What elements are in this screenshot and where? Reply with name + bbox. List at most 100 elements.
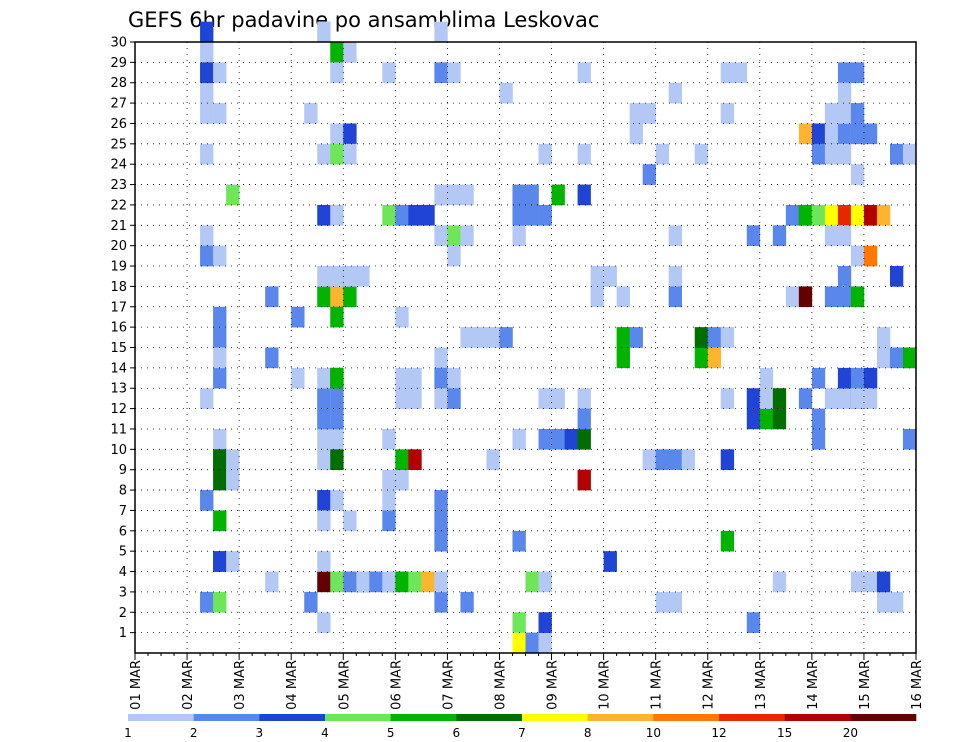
heatmap-cell <box>577 408 591 430</box>
y-tick-label: 24 <box>110 158 127 173</box>
heatmap-cell <box>330 266 344 287</box>
heatmap-cell <box>538 612 552 633</box>
heatmap-cell <box>824 123 839 145</box>
heatmap-cell <box>538 388 552 409</box>
x-axis: 01 MAR 02 MAR 03 MAR 04 MAR 05 MAR 06 MAR 07 M… <box>129 653 925 710</box>
heatmap-cell <box>317 204 331 226</box>
y-tick-label: 14 <box>110 361 127 376</box>
heatmap-cell <box>382 571 396 593</box>
heatmap-cell <box>655 591 669 613</box>
heatmap-cell <box>902 347 917 369</box>
heatmap-cell <box>330 306 344 328</box>
x-tick-label: 13 MAR <box>754 660 769 710</box>
heatmap-cell <box>863 571 878 593</box>
heatmap-cell <box>421 204 435 226</box>
heatmap-cell <box>213 347 227 369</box>
x-tick-label: 15 MAR <box>858 660 873 710</box>
y-tick-label: 30 <box>110 36 127 51</box>
heatmap-cell <box>213 510 227 532</box>
heatmap-cell <box>382 428 396 450</box>
heatmap-cell <box>850 164 865 185</box>
heatmap-cell <box>460 327 474 348</box>
x-tick-label: 04 MAR <box>285 660 300 710</box>
heatmap-cell <box>382 62 396 84</box>
heatmap-cell <box>850 388 865 409</box>
y-tick-label: 12 <box>110 402 127 417</box>
heatmap-cell <box>265 571 279 593</box>
legend-label: 8 <box>584 726 592 740</box>
heatmap-cell <box>850 62 865 84</box>
heatmap-cell <box>356 571 370 593</box>
y-axis: 1234567891011121314151617181920212223242… <box>110 36 135 641</box>
legend-swatch <box>128 714 194 721</box>
heatmap-cell <box>330 204 344 226</box>
heatmap-cell <box>551 184 565 206</box>
heatmap-cell <box>512 184 526 206</box>
heatmap-cell <box>642 449 656 470</box>
heatmap-cell <box>850 571 865 593</box>
heatmap-cell <box>837 62 852 84</box>
heatmap-cell <box>837 286 852 308</box>
heatmap-cell <box>525 632 539 654</box>
heatmap-cell <box>798 123 813 145</box>
heatmap-cell <box>811 428 826 450</box>
heatmap-cell <box>317 510 331 532</box>
heatmap-cell <box>213 551 227 572</box>
heatmap-cell <box>798 286 813 308</box>
y-tick-label: 2 <box>119 606 127 621</box>
heatmap-cell <box>824 388 839 409</box>
heatmap-cell <box>317 551 331 572</box>
heatmap-cell <box>629 327 643 348</box>
heatmap-cell <box>772 225 787 246</box>
y-tick-label: 6 <box>119 524 127 539</box>
heatmap-cell <box>304 103 318 124</box>
heatmap-cell <box>850 367 865 389</box>
heatmap-cell <box>330 143 344 165</box>
heatmap-cell <box>512 632 526 654</box>
heatmap-cell <box>330 62 344 84</box>
heatmap-cell <box>226 551 240 572</box>
heatmap-cell <box>434 21 448 43</box>
y-tick-label: 28 <box>110 76 127 91</box>
gridlines <box>135 42 916 653</box>
heatmap-cell <box>707 327 722 348</box>
legend-swatch <box>587 714 654 721</box>
heatmap-cell <box>889 143 904 165</box>
heatmap-cell <box>811 123 826 145</box>
x-tick-label: 08 MAR <box>493 660 508 710</box>
legend-label: 1 <box>124 726 132 740</box>
legend-label: 5 <box>387 726 395 740</box>
heatmap-cell <box>824 143 839 165</box>
heatmap-cell <box>746 612 761 633</box>
y-tick-label: 17 <box>110 300 127 315</box>
heatmap-cell <box>343 42 357 63</box>
heatmap-cell <box>759 388 774 409</box>
heatmap-cell <box>317 428 331 450</box>
heatmap-cell <box>850 103 865 124</box>
heatmap-cell <box>200 143 214 165</box>
heatmap-cell <box>538 428 552 450</box>
heatmap-cell <box>434 347 448 369</box>
heatmap-cell <box>720 530 735 552</box>
heatmap-cell <box>811 367 826 389</box>
legend-swatch <box>259 714 326 721</box>
heatmap-cell <box>200 388 214 409</box>
legend-swatch <box>850 714 917 721</box>
heatmap-cell <box>317 367 331 389</box>
heatmap-cell <box>889 347 904 369</box>
heatmap-cell <box>330 286 344 308</box>
heatmap-cell <box>265 347 279 369</box>
y-tick-label: 4 <box>119 565 127 580</box>
heatmap-cell <box>629 103 643 124</box>
legend-swatch <box>522 714 588 721</box>
heatmap-cell <box>785 286 800 308</box>
heatmap-cell <box>525 571 539 593</box>
y-tick-label: 27 <box>110 97 127 112</box>
heatmap-cell <box>577 428 591 450</box>
heatmap-cell <box>772 571 787 593</box>
legend-swatch <box>719 714 785 721</box>
heatmap-cell <box>837 266 852 287</box>
heatmap-cell <box>200 490 214 511</box>
heatmap-cell <box>538 571 552 593</box>
heatmap-cell <box>330 42 344 63</box>
